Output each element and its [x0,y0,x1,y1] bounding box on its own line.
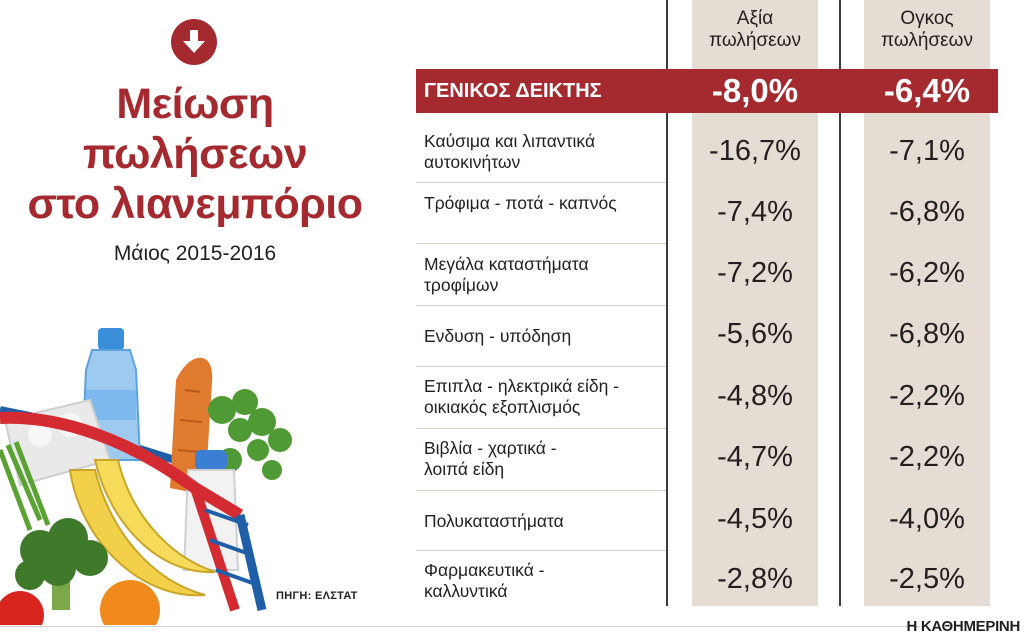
row-divider [416,366,666,367]
column-header-value-text: Αξία πωλήσεων [709,8,801,51]
general-index-label: ΓΕΝΙΚΟΣ ΔΕΙΚΤΗΣ [424,80,602,102]
publisher-brand: Η ΚΑΘΗΜΕΡΙΝΗ [906,618,1021,635]
row-label: Μεγάλα καταστήματα τροφίμων [424,254,589,295]
title-line-1: Μείωση [116,80,274,128]
title-line-3: στο λιανεμπόριο [27,180,363,228]
row-divider [416,550,666,551]
source-note: ΠΗΓΗ: ΕΛΣΤΑΤ [276,590,358,602]
row-volume: -4,0% [889,503,965,535]
column-header-value: Αξία πωλήσεων [692,8,818,52]
row-volume: -2,5% [889,563,965,595]
grocery-basket-icon [0,328,292,625]
row-volume: -2,2% [889,441,965,473]
title-line-2: πωλήσεων [82,130,308,178]
row-value: -4,8% [717,380,793,412]
column-header-volume-text: Ογκος πωλήσεων [881,8,973,51]
column-divider [666,0,668,606]
row-divider [416,428,666,429]
row-value: -7,4% [717,196,793,228]
general-index-volume: -6,4% [883,72,971,109]
general-index-value: -8,0% [711,72,799,109]
row-label: Φαρμακευτικά - καλλυντικά [424,560,545,601]
row-label: Τρόφιμα - ποτά - καπνός [424,193,617,213]
row-label: Πολυκαταστήματα [424,511,564,531]
row-divider [416,243,666,244]
general-index-row [416,69,998,113]
row-volume: -6,2% [889,257,965,289]
row-volume: -6,8% [889,196,965,228]
row-divider [416,182,666,183]
down-arrow-circle-icon [171,19,217,65]
row-label: Ενδυση - υπόδηση [424,326,572,346]
row-value: -4,7% [717,441,793,473]
row-value: -2,8% [717,563,793,595]
row-label: Καύσιμα και λιπαντικά αυτοκινήτων [424,131,596,172]
row-label: Επιπλα - ηλεκτρικά είδη - οικιακός εξοπλ… [424,376,620,417]
row-label: Βιβλία - χαρτικά - λοιπά είδη [424,438,557,479]
column-divider [839,0,841,606]
footer-rule [0,626,920,627]
row-divider [416,490,666,491]
row-volume: -6,8% [889,318,965,350]
row-volume: -7,1% [889,135,965,167]
row-volume: -2,2% [889,380,965,412]
column-header-volume: Ογκος πωλήσεων [864,8,990,52]
subtitle: Μάιος 2015-2016 [113,242,277,265]
row-value: -5,6% [717,318,793,350]
row-divider [416,305,666,306]
row-value: -16,7% [709,135,801,167]
row-value: -7,2% [717,257,793,289]
title-panel: Μείωση πωλήσεων στο λιανεμπόριο Μάιος 20… [0,0,400,625]
row-value: -4,5% [717,503,793,535]
